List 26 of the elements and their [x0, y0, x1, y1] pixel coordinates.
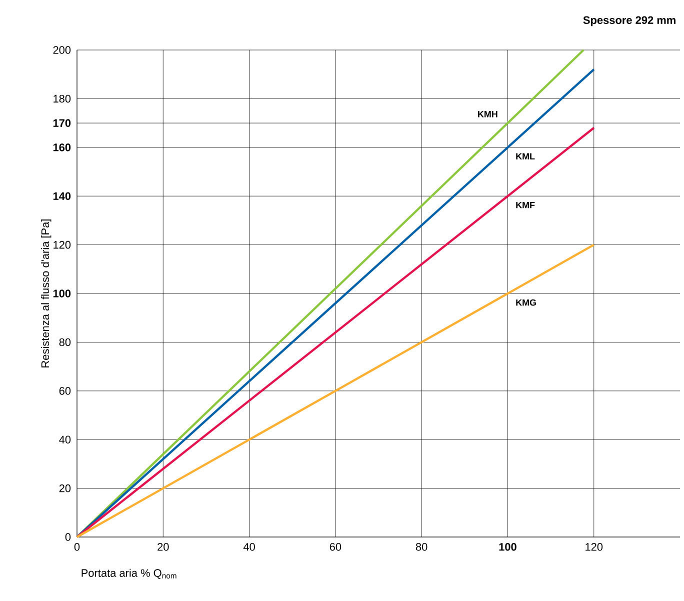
series-label: KMH	[478, 111, 498, 118]
x-tick-label: 120	[586, 542, 603, 551]
y-tick-label: 100	[53, 290, 71, 298]
x-tick-label: 100	[499, 542, 516, 551]
series-label: KML	[516, 153, 535, 160]
y-tick-label: 180	[54, 94, 71, 103]
y-tick-label: 20	[59, 484, 71, 492]
y-tick-label: 200	[53, 46, 71, 54]
x-tick-label: 40	[243, 542, 255, 551]
x-tick-label: 0	[74, 542, 80, 551]
chart-title: Spessore 292 mm	[583, 16, 676, 26]
y-tick-label: 120	[54, 240, 71, 249]
series-label: KMG	[516, 299, 536, 306]
x-tick-label: 80	[416, 542, 428, 551]
y-tick-label: 60	[59, 387, 71, 395]
y-tick-label: 140	[53, 192, 71, 200]
x-axis-title: Portata aria % Q$_{nom}$	[82, 568, 176, 579]
y-axis-title: Resistenza al flusso d'aria [Pa]	[41, 220, 52, 368]
x-tick-label: 60	[330, 542, 342, 551]
x-tick-label: 20	[158, 542, 169, 551]
series-label: KMF	[516, 202, 535, 208]
y-tick-label: 170	[53, 119, 71, 127]
y-tick-label: 40	[59, 436, 71, 444]
y-tick-label: 80	[59, 338, 71, 346]
y-tick-label: 160	[53, 144, 71, 152]
y-tick-label: 0	[65, 533, 71, 541]
